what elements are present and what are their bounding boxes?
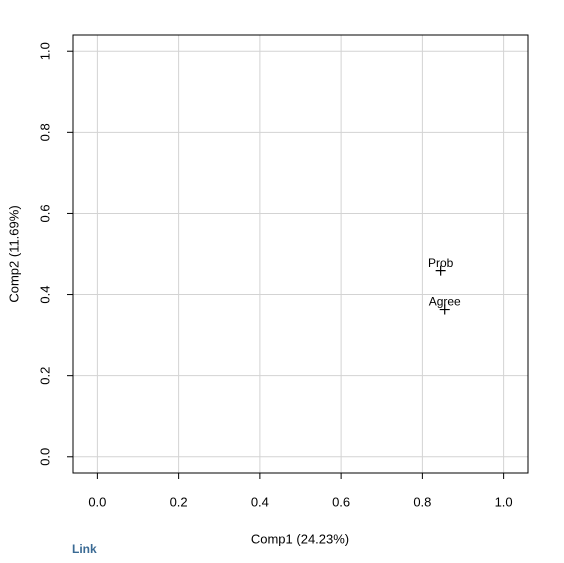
x-tick-label: 0.0 xyxy=(88,494,106,509)
y-tick-label: 1.0 xyxy=(37,42,52,60)
point xyxy=(439,304,450,315)
x-axis-label: Comp1 (24.23%) xyxy=(251,531,349,546)
x-tick-label: 1.0 xyxy=(495,494,513,509)
link[interactable]: Link xyxy=(72,542,97,556)
y-tick-label: 0.6 xyxy=(37,204,52,222)
point xyxy=(435,265,446,276)
y-tick-label: 0.2 xyxy=(37,367,52,385)
y-tick-label: 0.8 xyxy=(37,123,52,141)
x-tick-label: 0.6 xyxy=(332,494,350,509)
point-label: Prob xyxy=(428,256,454,270)
y-axis-label: Comp2 (11.69%) xyxy=(6,205,21,302)
x-tick-label: 0.4 xyxy=(251,494,269,509)
x-tick-label: 0.2 xyxy=(170,494,188,509)
y-tick-label: 0.4 xyxy=(37,286,52,304)
point-label: Agree xyxy=(429,295,461,309)
y-tick-label: 0.0 xyxy=(37,448,52,466)
x-tick-label: 0.8 xyxy=(413,494,431,509)
plot-frame xyxy=(72,34,529,474)
